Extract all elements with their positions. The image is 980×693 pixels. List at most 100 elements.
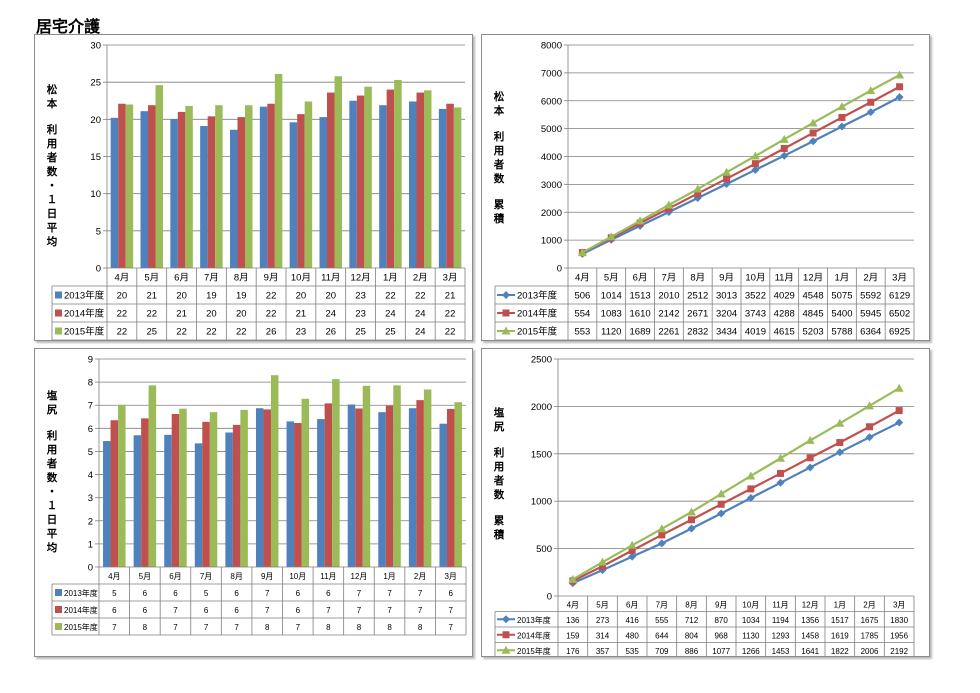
y-axis-label-char: 利 [494, 446, 505, 459]
legend-series-name: 2013年度 [517, 615, 551, 625]
y-axis-label-gap [497, 433, 501, 445]
point-2014年度-12月 [809, 129, 817, 137]
bar-2014年度-3月 [446, 103, 454, 269]
bar-2015年度-7月 [215, 105, 223, 269]
bar-2013年度-6月 [164, 434, 172, 567]
table-cell-value: 8 [143, 623, 148, 632]
y-tick-label: 1000 [541, 236, 562, 247]
bar-2014年度-8月 [232, 424, 241, 567]
point-2013年度-8月 [687, 524, 696, 533]
bar-2014年度-10月 [294, 423, 302, 567]
x-category-label: 11月 [772, 600, 788, 609]
legend-series-name: 2014年度 [517, 630, 551, 640]
table-cell-value: 1293 [772, 631, 790, 640]
y-axis-label-char: 者 [493, 474, 505, 487]
table-cell-value: 7 [296, 623, 301, 632]
table-cell-value: 357 [596, 647, 610, 656]
table-cell-value: 6129 [889, 291, 910, 302]
table-cell-value: 7 [265, 606, 270, 615]
x-category-label: 1月 [835, 273, 850, 284]
x-category-label: 4月 [575, 273, 590, 284]
table-cell-value: 136 [566, 616, 580, 625]
table-cell-value: 2006 [861, 647, 879, 656]
bar-2013年度-12月 [347, 404, 356, 567]
point-2014年度-9月 [723, 175, 731, 183]
table-cell-value: 1641 [801, 647, 819, 656]
point-2015年度-10月 [746, 471, 756, 480]
table-cell-value: 3522 [745, 291, 766, 302]
table-cell-value: 5592 [860, 291, 881, 302]
legend-series-name: 2015年度 [517, 326, 558, 338]
table-cell-value: 8 [326, 623, 331, 632]
bar-2015年度-8月 [245, 105, 253, 269]
table-cell-value: 24 [325, 309, 336, 320]
table-cell-value: 22 [445, 327, 456, 338]
y-axis-label: 塩尻 利用者数・ １ 日平均 [46, 389, 58, 554]
legend-series-name: 2014年度 [64, 308, 105, 320]
x-category-label: 6月 [174, 273, 189, 284]
y-axis-label-char: 累 [494, 515, 505, 527]
bar-2014年度-4月 [110, 420, 119, 567]
point-2014年度-2月 [867, 98, 875, 106]
table-cell-value: 5203 [803, 327, 824, 338]
bar-2015年度-1月 [394, 79, 402, 268]
line-chart-shiojiri-cumulative: 塩尻 利用者数 累積 0 500 1000 1500 2000 2500 4月 5月 6月 7月 8月… [493, 355, 915, 656]
chart-panel-shiojiri-daily: 塩尻 利用者数・ １ 日平均 0 1 2 3 4 5 6 7 8 9 4月 5月 6月 7月 8月 9月 10月 11月… [34, 348, 473, 657]
y-tick-label: 7 [88, 401, 93, 412]
x-category-label: 5月 [139, 572, 151, 581]
y-tick-label: 1000 [531, 497, 552, 508]
table-cell-value: 24 [415, 309, 426, 320]
table-cell-value: 3434 [716, 327, 737, 338]
y-tick-label: 10 [90, 189, 101, 200]
x-category-label: 2月 [863, 273, 878, 284]
line-chart-matsumoto-cumulative: 松本 利用者数 累積 0 1000 2000 3000 4000 5000 6000 7000 8… [493, 41, 915, 340]
y-tick-label: 5000 [541, 124, 562, 135]
table-cell-value: 555 [655, 616, 669, 625]
x-category-label: 6月 [626, 600, 638, 609]
bar-2014年度-2月 [416, 92, 424, 268]
table-cell-value: 2512 [687, 291, 708, 302]
table-cell-value: 21 [445, 291, 456, 302]
y-axis-label-gap [497, 185, 501, 197]
x-category-label: 10月 [742, 600, 759, 609]
bar-2013年度-1月 [379, 105, 387, 269]
y-axis-label-char: 数 [46, 165, 58, 178]
y-tick-label: 1 [88, 539, 93, 550]
point-2014年度-5月 [599, 562, 606, 570]
table-cell-value: 7 [448, 623, 453, 632]
x-category-label: 5月 [144, 273, 159, 284]
x-category-label: 9月 [264, 273, 279, 284]
point-2015年度-4月 [577, 248, 587, 257]
bar-2013年度-10月 [289, 122, 298, 268]
legend-key-2015年度 [55, 623, 62, 630]
table-cell-value: 968 [714, 631, 728, 640]
bar-2014年度-4月 [118, 103, 126, 269]
table-cell-value: 6 [143, 589, 148, 598]
table-cell-value: 20 [236, 309, 247, 320]
y-axis-label-char: 数 [493, 488, 505, 501]
point-2014年度-8月 [688, 516, 695, 524]
y-axis-label-char: 数 [493, 172, 505, 185]
y-tick-label: 8000 [541, 41, 562, 52]
bar-2013年度-8月 [230, 129, 238, 268]
table-cell-value: 21 [176, 309, 187, 320]
table-cell-value: 5400 [831, 309, 852, 320]
y-axis-label-char: 均 [47, 541, 58, 554]
table-cell-value: 20 [296, 291, 307, 302]
x-category-label: 4月 [115, 273, 130, 284]
y-tick-label: 9 [88, 355, 93, 366]
y-axis-label-char: 松 [494, 90, 505, 103]
y-axis-label-char: 用 [46, 444, 58, 456]
y-tick-label: 0 [88, 563, 93, 574]
table-cell-value: 6 [173, 589, 178, 598]
point-2013年度-12月 [806, 463, 815, 472]
point-2015年度-1月 [835, 418, 845, 427]
table-cell-value: 5075 [831, 291, 852, 302]
point-2015年度-9月 [722, 167, 732, 176]
x-category-label: 7月 [662, 273, 677, 284]
point-2013年度-3月 [895, 418, 904, 427]
table-cell-value: 1077 [712, 647, 730, 656]
y-axis-label-gap [50, 110, 54, 122]
table-cell-value: 2142 [658, 309, 679, 320]
bar-2014年度-7月 [202, 421, 210, 567]
